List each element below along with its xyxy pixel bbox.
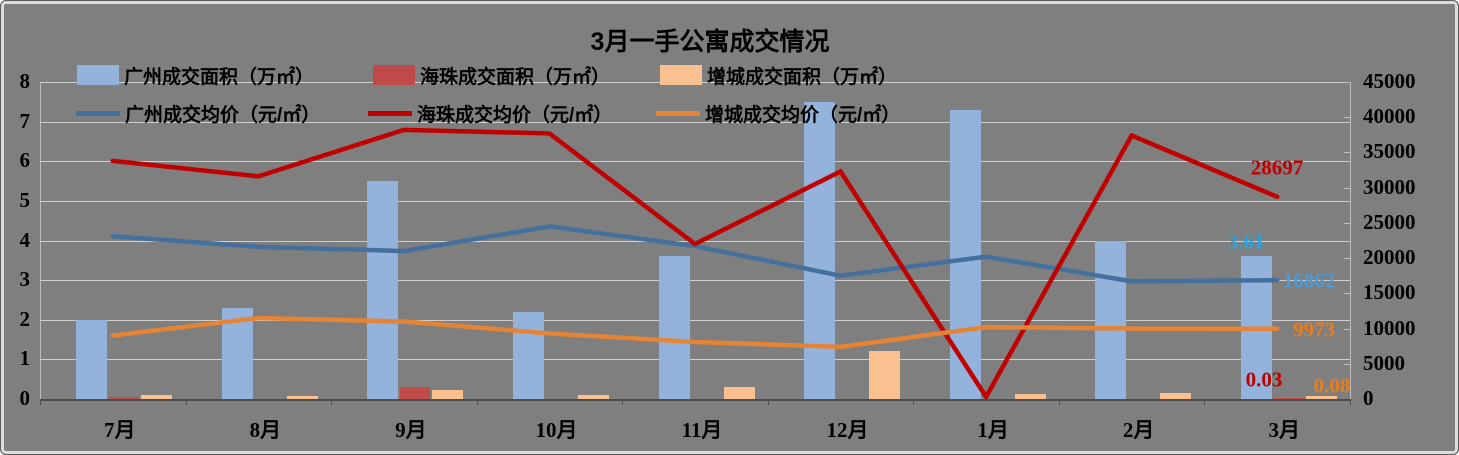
- left-axis-tick-label: 6: [19, 148, 31, 173]
- legend-swatch-haizhu-price: [368, 110, 412, 116]
- right-axis-tick-label: 20000: [1363, 245, 1416, 270]
- bar-广州成交面积（万㎡）-10月: [512, 311, 544, 399]
- legend-item-zengcheng-price: 增城成交均价（元/㎡）: [656, 99, 900, 127]
- right-axis-tick-label: 5000: [1363, 350, 1405, 375]
- left-axis-tick-label: 1: [19, 346, 31, 371]
- chart-title: 3月一手公寓成交情况: [590, 28, 830, 56]
- right-axis-tick-label: 45000: [1363, 69, 1416, 93]
- right-axis-tick: [1344, 258, 1351, 260]
- right-axis-tick: [1344, 293, 1351, 295]
- x-axis-category-label: 8月: [249, 418, 282, 442]
- x-axis-category-label: 3月: [1268, 418, 1300, 442]
- x-axis-tick: [331, 399, 333, 405]
- gridline: [40, 161, 1350, 163]
- left-axis-line: [40, 82, 41, 399]
- bar-增城成交面积（万㎡）-9月: [432, 389, 464, 399]
- x-axis-tick: [1204, 399, 1206, 405]
- x-axis-tick: [1350, 399, 1351, 405]
- right-axis-tick-label: 10000: [1363, 315, 1416, 340]
- legend-label: 海珠成交面积（万㎡）: [420, 66, 611, 88]
- legend-label: 广州成交面积（万㎡）: [124, 66, 315, 88]
- left-axis-tick-label: 8: [19, 69, 31, 93]
- bar-增城成交面积（万㎡）-3月: [1305, 395, 1337, 399]
- bar-广州成交面积（万㎡）-8月: [221, 307, 253, 399]
- right-axis-tick: [1344, 222, 1351, 224]
- data-label-3.61: 3.61: [1227, 229, 1265, 254]
- bar-海珠成交面积（万㎡）-9月: [400, 387, 431, 399]
- x-axis-category-label: 1月: [977, 418, 1009, 442]
- legend-label: 海珠成交均价（元/㎡）: [417, 104, 613, 126]
- x-axis-tick: [1058, 399, 1060, 405]
- legend-item-guangzhou-area: 广州成交面积（万㎡）: [77, 61, 314, 89]
- right-axis-tick-label: 0: [1363, 386, 1374, 410]
- right-axis-tick-label: 25000: [1363, 209, 1416, 234]
- x-axis-line: [40, 399, 1351, 401]
- bar-广州成交面积（万㎡）-2月: [1095, 240, 1127, 399]
- bar-海珠成交面积（万㎡）-3月: [1273, 397, 1304, 399]
- bar-广州成交面积（万㎡）-1月: [949, 109, 981, 399]
- bar-增城成交面积（万㎡）-11月: [723, 387, 755, 399]
- legend-item-guangzhou-price: 广州成交均价（元/㎡）: [76, 99, 320, 127]
- legend-swatch-zengcheng-area: [660, 65, 702, 85]
- gridline: [40, 240, 1350, 242]
- data-label-9973: 9973: [1293, 317, 1335, 342]
- right-axis-tick: [1344, 82, 1351, 83]
- data-label-16862: 16862: [1282, 268, 1336, 293]
- x-axis-category-label: 10月: [535, 418, 578, 442]
- bar-广州成交面积（万㎡）-12月: [804, 101, 836, 399]
- x-axis-category-label: 11月: [681, 418, 723, 442]
- right-axis-tick: [1344, 152, 1351, 154]
- x-axis-category-label: 2月: [1122, 418, 1155, 442]
- data-label-0.03: 0.03: [1245, 367, 1283, 392]
- bar-广州成交面积（万㎡）-9月: [367, 181, 399, 399]
- data-label-0.08: 0.08: [1313, 373, 1351, 398]
- legend-item-haizhu-area: 海珠成交面积（万㎡）: [373, 61, 610, 89]
- legend-label: 增城成交面积（万㎡）: [707, 66, 898, 88]
- legend-item-haizhu-price: 海珠成交均价（元/㎡）: [368, 99, 612, 127]
- right-axis-tick: [1344, 363, 1351, 365]
- bar-广州成交面积（万㎡）-11月: [658, 256, 690, 399]
- x-axis-tick: [476, 399, 478, 405]
- legend-swatch-guangzhou-price: [76, 110, 120, 116]
- gridline: [40, 121, 1350, 123]
- gridline: [40, 280, 1350, 282]
- x-axis-category-label: 9月: [395, 418, 427, 442]
- legend-swatch-guangzhou-area: [77, 65, 119, 85]
- x-axis-category-label: 12月: [826, 418, 869, 442]
- legend-swatch-zengcheng-price: [656, 110, 700, 116]
- right-axis-tick: [1344, 328, 1351, 330]
- x-axis-tick: [40, 399, 41, 405]
- bar-增城成交面积（万㎡）-12月: [869, 350, 901, 399]
- x-axis-tick: [913, 399, 915, 405]
- legend-swatch-haizhu-area: [373, 65, 415, 85]
- left-axis-tick-label: 3: [19, 267, 31, 292]
- bar-广州成交面积（万㎡）-7月: [76, 319, 108, 399]
- left-axis-tick-label: 7: [19, 108, 31, 133]
- right-axis-tick-label: 15000: [1363, 280, 1416, 305]
- right-axis-tick-label: 30000: [1363, 174, 1416, 199]
- x-axis-tick: [185, 399, 187, 405]
- left-axis-tick-label: 5: [19, 187, 31, 212]
- left-axis-tick-label: 4: [19, 227, 31, 252]
- data-label-28697: 28697: [1250, 155, 1304, 180]
- right-axis-tick: [1344, 187, 1351, 189]
- gridline: [40, 200, 1350, 202]
- right-axis-tick-label: 40000: [1363, 104, 1416, 129]
- right-axis-tick-label: 35000: [1363, 139, 1416, 164]
- right-axis-tick: [1344, 117, 1351, 119]
- legend-item-zengcheng-area: 增城成交面积（万㎡）: [660, 61, 897, 89]
- legend-label: 增城成交均价（元/㎡）: [705, 104, 901, 126]
- legend-label: 广州成交均价（元/㎡）: [125, 104, 321, 126]
- x-axis-tick: [622, 399, 624, 405]
- left-axis-tick-label: 0: [19, 386, 31, 410]
- x-axis-tick: [767, 399, 769, 405]
- x-axis-category-label: 7月: [104, 418, 136, 442]
- left-axis-tick-label: 2: [19, 306, 31, 331]
- right-axis-line: [1350, 82, 1351, 399]
